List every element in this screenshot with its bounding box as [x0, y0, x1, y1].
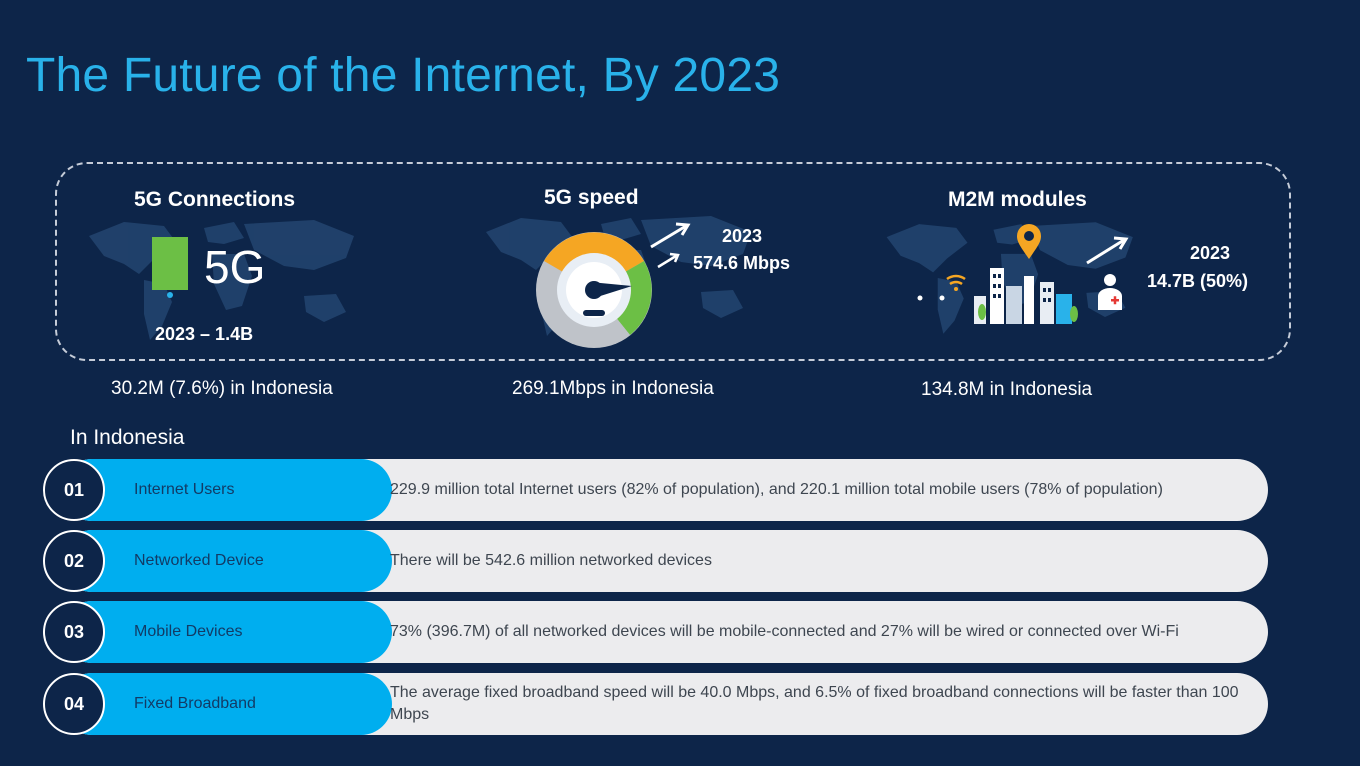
item-number-badge: 02: [43, 530, 105, 592]
stat-indonesia: 134.8M in Indonesia: [921, 379, 1093, 400]
trend-arrow-icon: [650, 222, 691, 249]
item-label-bar: [61, 530, 392, 592]
list-item: Networked Device There will be 542.6 mil…: [43, 530, 1269, 592]
item-description: 229.9 million total Internet users (82% …: [390, 481, 1163, 498]
speedometer-icon: [536, 232, 652, 348]
m2m-value: 14.7B (50%): [1147, 271, 1249, 291]
item-label: Internet Users: [134, 481, 235, 498]
city-iot-icon: [917, 268, 1122, 324]
page-title: The Future of the Internet, By 2023: [26, 49, 781, 102]
item-description: 73% (396.7M) of all networked devices wi…: [390, 623, 1179, 640]
item-bar: Fixed Broadband The average fixed broadb…: [61, 673, 1268, 735]
item-label: Mobile Devices: [134, 623, 243, 640]
stat-indonesia: 30.2M (7.6%) in Indonesia: [111, 378, 333, 399]
item-number-badge: 01: [43, 459, 105, 521]
speed-year: 2023: [722, 226, 763, 246]
phone-icon: [152, 237, 188, 298]
stat-indonesia: 269.1Mbps in Indonesia: [512, 378, 714, 399]
list-item: Mobile Devices 73% (396.7M) of all netwo…: [43, 601, 1269, 663]
item-label-bar: [61, 601, 392, 663]
item-label: Networked Device: [134, 552, 264, 569]
m2m-year: 2023: [1190, 243, 1231, 263]
stat-heading: 5G Connections: [134, 188, 296, 211]
trend-arrow-icon: [1086, 236, 1129, 265]
stat-heading: M2M modules: [948, 188, 1087, 211]
stats-panel: [55, 162, 1291, 361]
list-item: Internet Users 229.9 million total Inter…: [43, 459, 1269, 521]
5g-badge: 5G: [204, 241, 266, 293]
world-map-icon: [89, 220, 354, 340]
item-number-badge: 03: [43, 601, 105, 663]
item-label: Fixed Broadband: [134, 695, 256, 712]
item-description: There will be 542.6 million networked de…: [390, 552, 712, 569]
item-number-badge: 04: [43, 673, 105, 735]
item-bar: Mobile Devices 73% (396.7M) of all netwo…: [61, 601, 1268, 663]
list-item: Fixed Broadband The average fixed broadb…: [43, 673, 1269, 735]
trend-arrow-icon: [657, 252, 680, 269]
speed-value: 574.6 Mbps: [693, 253, 791, 273]
section-title: In Indonesia: [70, 426, 185, 449]
location-pin-icon: [1017, 224, 1041, 259]
item-label-bar: [61, 459, 392, 521]
item-bar: Networked Device There will be 542.6 mil…: [61, 530, 1268, 592]
item-bar: Internet Users 229.9 million total Inter…: [61, 459, 1268, 521]
stat-heading: 5G speed: [544, 186, 639, 209]
item-description: The average fixed broadband speed will b…: [390, 684, 1239, 723]
stat-caption: 2023 – 1.4B: [155, 324, 254, 344]
item-label-bar: [61, 673, 392, 735]
